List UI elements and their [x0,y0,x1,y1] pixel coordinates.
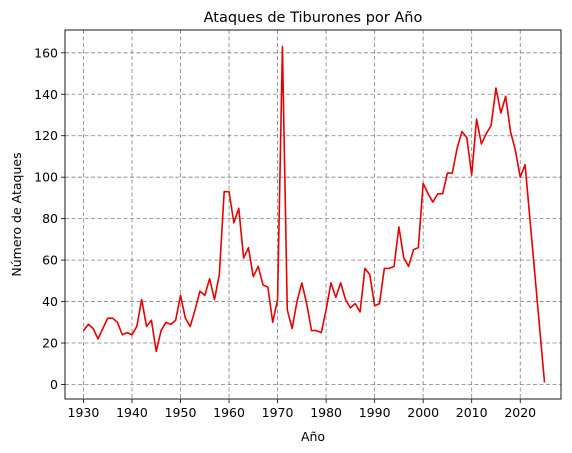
x-tick-label: 1950 [165,405,197,420]
y-tick-label: 80 [42,211,58,226]
y-tick-label: 60 [42,253,58,268]
x-tick-label: 1940 [116,405,148,420]
y-tick-label: 160 [34,45,58,60]
plot-frame [64,29,562,400]
x-tick-label: 2000 [407,405,439,420]
y-tick-label: 20 [42,336,58,351]
y-axis: 0 20 40 60 80 100 120 140 160 [34,45,65,392]
x-tick-label: 2010 [456,405,488,420]
x-tick-label: 2020 [504,405,536,420]
x-axis: 1930 1940 1950 1960 1970 1980 1990 2000 2010 2020 [68,399,536,420]
chart-title: Ataques de Tiburones por Año [204,10,423,26]
grid-lines [65,30,561,399]
x-tick-label: 1970 [262,405,294,420]
y-tick-label: 140 [34,87,58,102]
x-tick-label: 1990 [359,405,391,420]
x-tick-label: 1980 [310,405,342,420]
x-axis-label: Año [301,429,325,444]
y-tick-label: 120 [34,128,58,143]
x-tick-label: 1930 [68,405,100,420]
series-layer [82,45,546,383]
y-tick-label: 40 [42,294,58,309]
series-line [82,45,546,383]
y-tick-label: 0 [50,377,58,392]
x-tick-label: 1960 [213,405,245,420]
y-tick-label: 100 [34,170,58,185]
y-axis-label: Número de Ataques [9,152,24,276]
